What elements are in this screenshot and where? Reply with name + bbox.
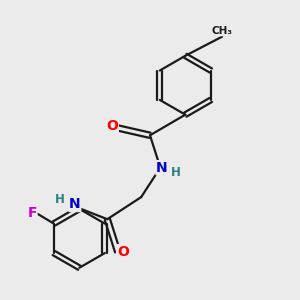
Text: N: N — [156, 161, 168, 175]
Text: H: H — [171, 167, 181, 179]
Text: O: O — [106, 119, 118, 134]
Text: F: F — [28, 206, 37, 220]
Text: CH₃: CH₃ — [212, 26, 233, 36]
Text: H: H — [55, 193, 65, 206]
Text: N: N — [69, 197, 81, 212]
Text: O: O — [117, 244, 129, 259]
